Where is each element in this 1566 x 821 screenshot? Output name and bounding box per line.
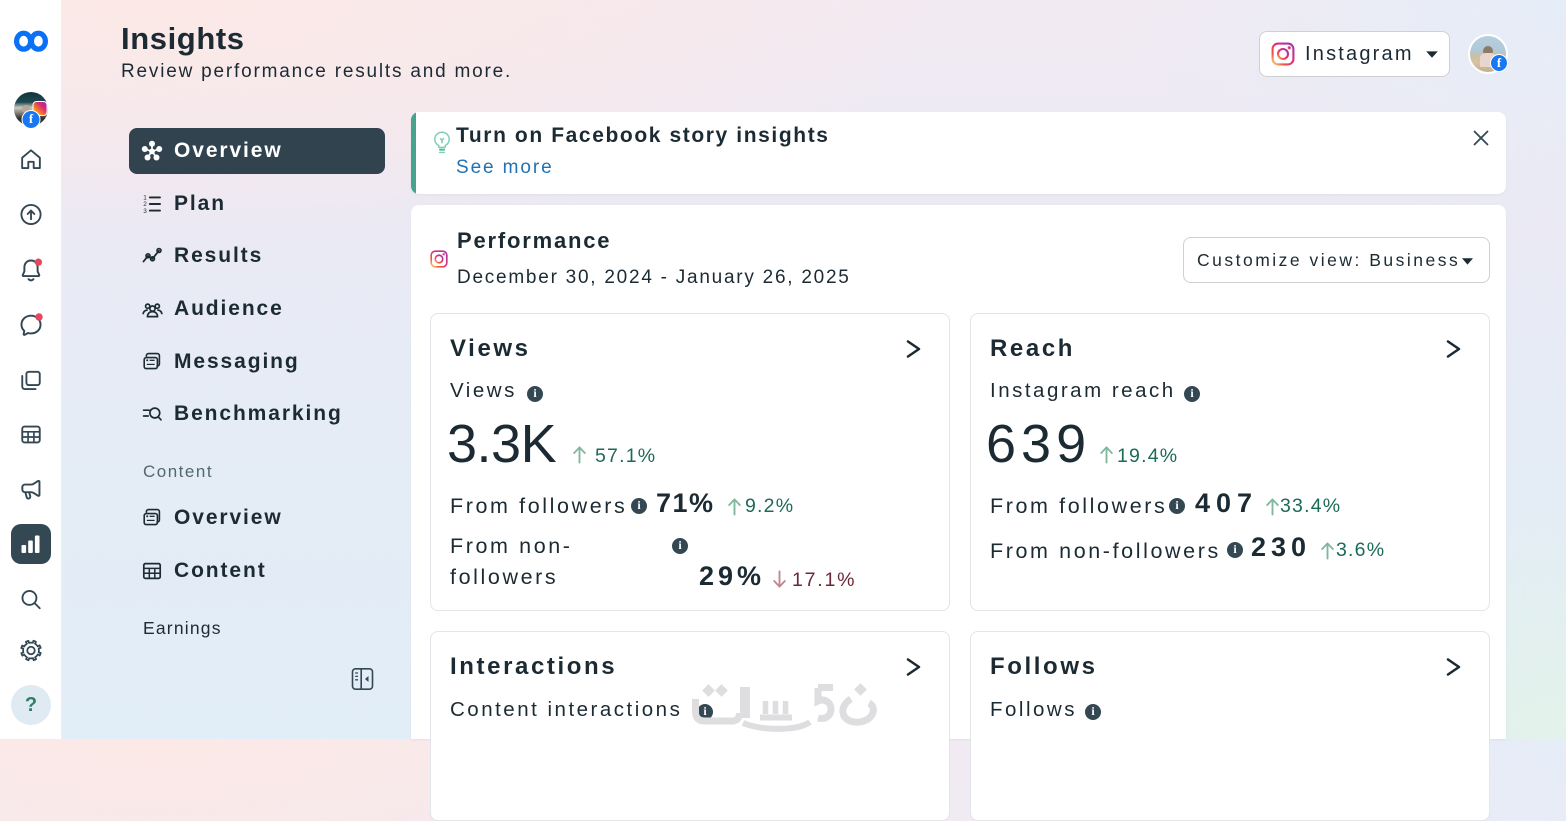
svg-text:2: 2 [143,201,147,208]
svg-text:3: 3 [143,208,147,215]
svg-text:1: 1 [143,195,147,202]
